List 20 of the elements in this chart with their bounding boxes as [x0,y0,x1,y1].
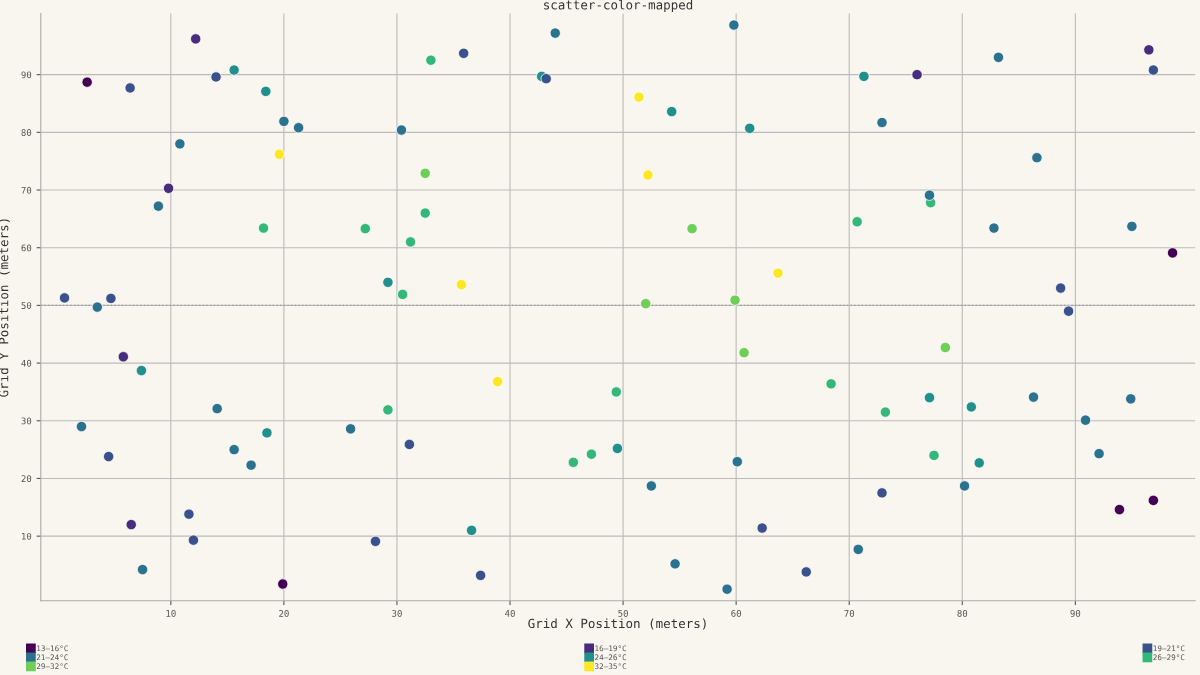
x-tick-label: 70 [844,609,855,617]
x-tick-label: 60 [731,609,741,617]
y-tick-label: 30 [21,417,32,425]
x-tick-label: 20 [279,609,289,617]
y-tick-label: 10 [21,532,32,540]
x-tick-label: 90 [1070,609,1081,617]
x-tick-label: 10 [166,609,176,617]
x-tick-label: 30 [392,609,402,617]
x-tick-label: 50 [618,609,628,617]
y-tick-label: 80 [21,129,32,136]
y-tick-label: 20 [21,475,32,483]
x-axis-title: Grid X Position (meters) [528,618,706,630]
y-tick-label: 40 [21,359,32,367]
y-tick-label: 90 [21,71,32,79]
y-tick-label: 50 [21,302,32,309]
x-tick-label: 80 [957,609,968,617]
y-tick-label: 70 [21,186,32,194]
x-tick-label: 40 [505,609,515,617]
y-tick-label: 60 [21,244,32,252]
chart-title: scatter-color-mapped [544,0,693,12]
